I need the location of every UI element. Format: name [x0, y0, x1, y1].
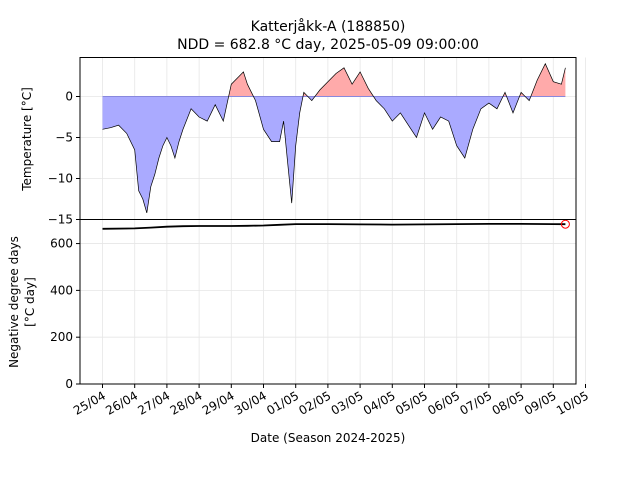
warm-area	[228, 71, 254, 97]
warm-area	[530, 63, 566, 97]
temperature-y-tick-label: 0	[65, 90, 73, 104]
chart-title-line1: Katterjåkk-A (188850)	[251, 18, 406, 35]
date-x-tick-label: 27/04	[135, 388, 172, 417]
temperature-y-tick-label: −5	[55, 131, 73, 145]
ndd-y-tick-label: 400	[50, 283, 73, 297]
chart-title-line2: NDD = 682.8 °C day, 2025-05-09 09:00:00	[177, 37, 479, 53]
date-x-tick-label: 10/05	[554, 388, 591, 417]
ndd-y-ticks: 0 200 400 600	[50, 237, 80, 391]
ndd-y-tick-label: 600	[50, 237, 73, 251]
temperature-y-label: Temperature [°C]	[20, 87, 34, 192]
date-x-tick-label: 04/05	[361, 388, 398, 417]
temperature-fill	[102, 63, 566, 213]
ndd-current-marker	[560, 219, 570, 229]
date-x-ticks: 25/0426/0427/0428/0429/0430/0401/0502/05…	[71, 384, 591, 418]
cold-area	[102, 96, 229, 213]
cold-area	[307, 96, 315, 101]
cold-area	[506, 96, 520, 113]
date-x-tick-label: 02/05	[296, 388, 333, 417]
ndd-y-tick-label: 0	[65, 377, 73, 391]
ndd-grid	[80, 219, 586, 385]
ndd-axes: 0 200 400 600 25/0426/0427/0428/0429/0430/0…	[7, 219, 591, 445]
ndd-plot-frame	[79, 219, 577, 385]
date-x-tick-label: 03/05	[329, 388, 366, 417]
date-x-tick-label: 29/04	[200, 388, 237, 417]
date-x-tick-label: 26/04	[103, 388, 140, 417]
ndd-y-label-line2: [°C day]	[23, 277, 37, 327]
temperature-line	[102, 62, 566, 213]
cold-area	[373, 96, 503, 158]
warm-area	[314, 67, 374, 97]
warm-area	[503, 92, 507, 97]
cold-area	[253, 96, 303, 204]
x-axis-label: Date (Season 2024-2025)	[251, 431, 406, 445]
date-x-tick-label: 25/04	[71, 388, 108, 417]
date-x-tick-label: 08/05	[490, 388, 527, 417]
date-x-tick-label: 05/05	[393, 388, 430, 417]
date-x-tick-label: 07/05	[457, 388, 494, 417]
ndd-line	[102, 223, 566, 230]
date-x-tick-label: 30/04	[232, 388, 269, 417]
date-x-tick-label: 09/05	[522, 388, 559, 417]
ndd-y-label-line1: Negative degree days	[7, 236, 21, 368]
ndd-y-tick-label: 200	[50, 330, 73, 344]
date-x-tick-label: 01/05	[264, 388, 301, 417]
temperature-y-tick-label: −10	[48, 172, 73, 186]
temperature-y-tick-label: −15	[48, 213, 73, 227]
temperature-axes: −15 −10 −5 0 Temperature [°C]	[20, 57, 586, 227]
temperature-y-ticks: −15 −10 −5 0	[48, 90, 80, 227]
date-x-tick-label: 28/04	[168, 388, 205, 417]
date-x-tick-label: 06/05	[425, 388, 462, 417]
